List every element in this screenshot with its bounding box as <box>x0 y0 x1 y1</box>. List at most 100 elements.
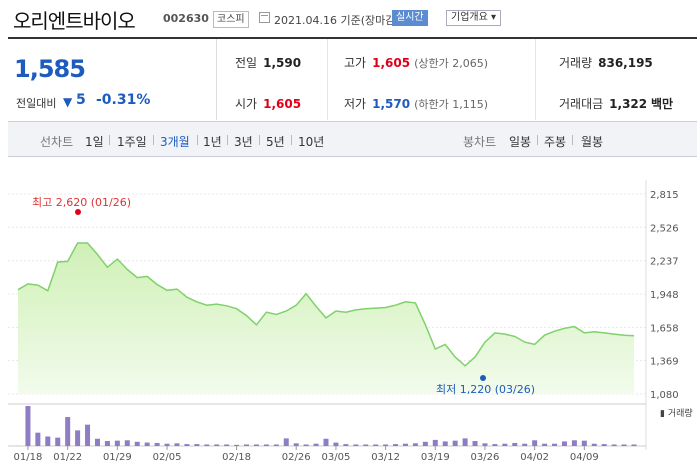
volume-bar <box>631 444 637 446</box>
upper-limit-note: (상한가 2,065) <box>414 57 488 70</box>
volume-bar <box>383 444 389 446</box>
volume-bar <box>402 443 408 446</box>
x-tick-label: 02/18 <box>222 452 251 463</box>
amount-cell: 거래대금 1,322 백만 <box>559 95 673 112</box>
x-tick-label: 04/02 <box>520 452 549 463</box>
tab-monthly[interactable]: 월봉 <box>581 135 604 149</box>
stats-grid: 전일 1,590 시가 1,605 고가 1,605 (상한가 2,065) 저가 1,5… <box>217 39 697 120</box>
volume-bar <box>244 444 250 446</box>
tab-daily[interactable]: 일봉 <box>509 135 532 149</box>
y-tick-label: 1,369 <box>650 357 679 368</box>
period-tabs: 선차트 1일 1주일 3개월 1년 3년 5년 10년 봉차트 일봉 주봉 월봉 <box>8 121 697 157</box>
y-tick-label: 2,237 <box>650 257 679 268</box>
prev-close-label: 전일 <box>235 56 258 70</box>
y-tick-label: 1,658 <box>650 323 679 334</box>
tab-1d[interactable]: 1일 <box>85 135 104 149</box>
volume-bar <box>174 443 180 446</box>
volume-bar <box>164 443 170 446</box>
amount-unit: 백만 <box>650 97 674 111</box>
candle-chart-label: 봉차트 <box>463 135 497 149</box>
x-tick-label: 03/12 <box>371 452 400 463</box>
volume-bar <box>293 443 299 446</box>
current-price: 1,585 <box>14 55 86 83</box>
open-cell: 시가 1,605 <box>235 95 301 112</box>
company-info-button[interactable]: 기업개요 ▾ <box>446 10 501 26</box>
volume-bar <box>114 440 120 446</box>
volume-bar <box>343 444 349 446</box>
tab-3m[interactable]: 3개월 <box>160 135 190 149</box>
volume-bar <box>363 444 369 446</box>
volume-bar <box>522 443 528 446</box>
tab-1y[interactable]: 1년 <box>203 135 222 149</box>
volume-bar <box>323 438 329 446</box>
volume-bar <box>393 444 399 446</box>
volume-bar <box>224 444 230 446</box>
amount-label: 거래대금 <box>559 97 604 111</box>
volume-bar <box>303 444 309 446</box>
price-chart: 2,815 2,526 2,237 1,948 1,658 1,369 1,080 01/1… <box>8 180 679 463</box>
tab-10y[interactable]: 10년 <box>298 135 325 149</box>
volume-bar <box>204 444 210 446</box>
change-label: 전일대비 <box>16 97 57 110</box>
volume-bar <box>512 442 518 446</box>
volume-bar <box>25 406 31 446</box>
volume-bar <box>542 443 548 446</box>
volume-bar <box>214 444 220 446</box>
volume-bar <box>482 443 488 446</box>
volume-bar <box>422 441 428 446</box>
volume-bar <box>124 440 130 446</box>
high-value: 1,605 <box>372 56 411 70</box>
header-divider <box>8 37 697 39</box>
volume-bar <box>532 440 538 446</box>
volume-bar <box>552 443 558 446</box>
low-label: 저가 <box>344 97 367 111</box>
volume-bar <box>591 443 597 446</box>
volume-bar <box>273 444 279 446</box>
volume-cell: 거래량 836,195 <box>559 54 653 71</box>
volume-bar <box>571 440 577 446</box>
volume-bar <box>561 441 567 446</box>
market-badge: 코스피 <box>213 11 249 28</box>
volume-bar <box>75 430 81 446</box>
volume-bar <box>283 438 289 446</box>
high-cell: 고가 1,605 (상한가 2,065) <box>344 54 488 71</box>
volume-bar <box>253 444 259 446</box>
stock-name: 오리엔트바이오 <box>13 9 136 33</box>
volume-bar <box>373 444 379 446</box>
volume-legend-label: 거래량 <box>667 409 693 419</box>
tab-3y[interactable]: 3년 <box>234 135 253 149</box>
tab-weekly[interactable]: 주봉 <box>544 135 567 149</box>
tab-5y[interactable]: 5년 <box>266 135 285 149</box>
stock-code: 002630 <box>163 12 209 25</box>
volume-label: 거래량 <box>559 56 593 70</box>
low-annotation: 최저 1,220 (03/26) <box>436 383 535 396</box>
volume-bar <box>194 444 200 446</box>
as-of-date: 2021.04.16 기준(장마감) <box>274 14 400 27</box>
volume-bar <box>184 444 190 446</box>
x-tick-label: 03/05 <box>322 452 351 463</box>
line-chart-label: 선차트 <box>40 135 74 149</box>
y-tick-label: 1,948 <box>650 290 679 301</box>
volume-bar <box>154 442 160 446</box>
stats-divider <box>327 39 328 120</box>
y-tick-label: 1,080 <box>650 390 679 401</box>
x-tick-label: 01/29 <box>103 452 132 463</box>
volume-bar <box>234 444 240 446</box>
volume-bar <box>144 442 150 446</box>
x-tick-label: 02/05 <box>153 452 182 463</box>
low-cell: 저가 1,570 (하한가 1,115) <box>344 95 488 112</box>
volume-legend: ▮ 거래량 <box>660 409 693 419</box>
prev-close-cell: 전일 1,590 <box>235 54 301 71</box>
realtime-button[interactable]: 실시간 <box>392 10 428 26</box>
volume-bar <box>581 440 587 446</box>
volume-bar <box>412 443 418 446</box>
volume-bar <box>134 441 140 446</box>
volume-bar <box>452 440 458 446</box>
price-line <box>17 242 635 367</box>
volume-bar <box>35 432 41 446</box>
x-tick-label: 03/26 <box>471 452 500 463</box>
volume-bar <box>104 441 110 446</box>
volume-bar <box>442 441 448 446</box>
tab-1w[interactable]: 1주일 <box>117 135 147 149</box>
change-value: 5 <box>76 92 86 108</box>
